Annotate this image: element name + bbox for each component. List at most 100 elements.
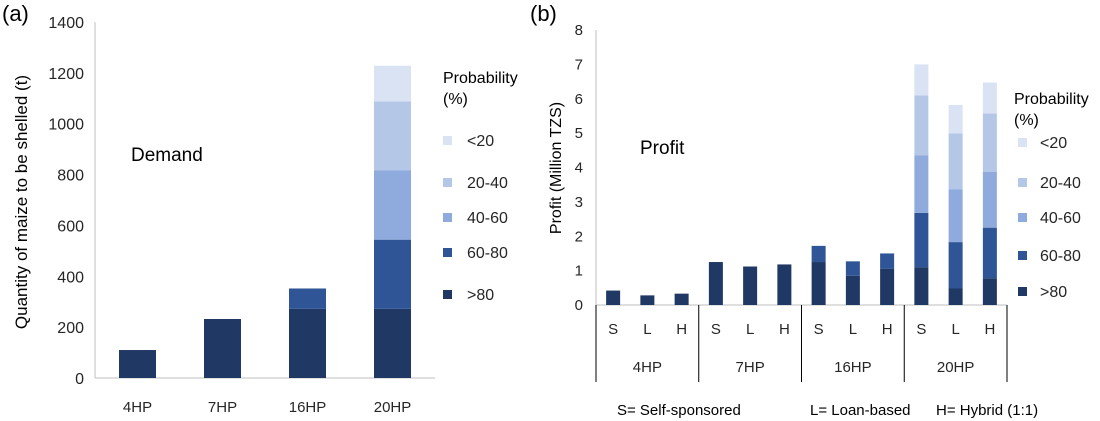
panel-b-legend-swatch [1018,138,1027,147]
panel-b-bar-segment [982,82,997,114]
panel-b-bar-segment [777,264,792,305]
panel-b-bar-segment [948,104,963,134]
panel-a-bar-segment [289,308,326,378]
panel-b-x-sub-label: S [608,321,618,338]
panel-b-profit-chart: (b) Profit (Million TZS) Profit 0 1 2 3 4 5 6 7… [530,1,1089,419]
panel-b-x-sub-label: L [951,321,959,338]
panel-b-y-axis-title: Profit (Million TZS) [548,102,565,234]
panel-a-legend-swatch [443,178,452,187]
panel-a-bar-segment [374,308,411,378]
panel-a-label: (a) [2,1,29,26]
panel-a-y-tick-label: 200 [57,320,84,337]
panel-b-x-sub-label: H [779,321,790,338]
panel-b-x-sub-label: L [849,321,857,338]
panel-b-bar-segment [982,113,997,172]
panel-a-legend-title-line1: Probability [443,70,518,87]
panel-a-bar-segment [119,350,156,378]
panel-b-legend-entry-label: >80 [1040,284,1067,301]
panel-b-legend-title-line1: Probability [1014,91,1089,108]
panel-a-legend-swatch [443,248,452,257]
panel-b-x-group-label: 7HP [736,359,765,376]
panel-b-bar-segment [914,155,929,213]
panel-b-y-tick-label: 5 [575,125,583,142]
panel-a-y-tick-label: 1000 [48,117,84,134]
panel-b-legend-swatch [1018,251,1027,260]
panel-b-label: (b) [530,1,557,26]
panel-b-legend-title-line2: (%) [1014,112,1039,129]
panel-a-bar-segment [289,288,326,309]
panel-a-bar-segment [374,239,411,309]
panel-b-legend-swatch [1018,287,1027,296]
panel-b-bar-segment [845,261,860,276]
panel-a-y-tick-label: 600 [57,218,84,235]
panel-b-y-tick-label: 1 [575,263,583,280]
panel-b-bar-segment [845,275,860,305]
panel-b-x-tick-labels: S L H 4HP S L H 7HP S L H 16HP S L H 20HP [608,321,995,376]
panel-b-bars [606,64,997,305]
panel-a-x-tick-labels: 4HP 7HP 16HP 20HP [123,399,411,416]
panel-b-x-sub-label: S [916,321,926,338]
panel-b-bar-segment [948,189,963,243]
panel-a-legend-swatch [443,290,452,299]
footnote-hybrid: H= Hybrid (1:1) [936,402,1038,419]
panel-b-y-tick-label: 7 [575,56,583,73]
panel-a-y-tick-labels: 0 200 400 600 800 1000 1200 1400 [48,15,84,388]
panel-b-bar-segment [811,245,826,263]
panel-a-legend-entry-label: <20 [467,133,494,150]
panel-b-y-tick-label: 3 [575,194,583,211]
panel-b-bar-segment [743,266,758,305]
panel-b-annotation-profit: Profit [640,138,685,159]
panel-b-axes [595,30,1008,382]
panel-b-bar-segment [674,293,689,305]
panel-a-legend: Probability (%) <20 20-40 40-60 60-80 >80 [443,70,518,304]
panel-b-footnotes: S= Self-sponsored L= Loan-based H= Hybri… [617,402,1038,419]
footnote-self-sponsored: S= Self-sponsored [617,402,741,419]
panel-a-bar-segment [374,101,411,171]
panel-b-legend-swatch [1018,178,1027,187]
panel-b-bar-segment [948,133,963,190]
panel-b-bar-segment [914,95,929,156]
panel-b-bar-segment [880,253,895,269]
panel-a-legend-entry-label: 60-80 [467,245,508,262]
panel-b-bar-segment [708,262,723,305]
panel-b-bar-segment [948,242,963,289]
panel-b-legend-swatch [1018,213,1027,222]
panel-a-bar-segment [204,319,241,378]
panel-a-demand-chart: (a) Quantity of maize to be shelled (t) … [2,1,518,416]
panel-b-x-sub-label: S [711,321,721,338]
panel-a-legend-title-line2: (%) [443,91,468,108]
panel-a-y-tick-label: 400 [57,269,84,286]
panel-b-y-tick-label: 6 [575,91,583,108]
panel-b-x-group-label: 4HP [633,359,662,376]
panel-a-legend-entry-label: >80 [467,287,494,304]
footnote-loan-based: L= Loan-based [810,402,911,419]
panel-b-x-sub-label: S [814,321,824,338]
panel-a-x-tick-label: 16HP [289,399,327,416]
panel-a-x-tick-label: 7HP [208,399,237,416]
panel-a-x-tick-label: 4HP [123,399,152,416]
panel-b-bar-segment [982,227,997,279]
panel-a-y-tick-label: 1200 [48,66,84,83]
panel-b-y-tick-label: 2 [575,228,583,245]
panel-a-legend-swatch [443,213,452,222]
panel-b-legend: Probability (%) <20 20-40 40-60 60-80 >80 [1014,91,1089,301]
panel-b-y-tick-label: 4 [575,160,583,177]
panel-a-legend-swatch [443,136,452,145]
panel-b-x-sub-label: L [643,321,651,338]
panel-b-bar-segment [914,64,929,96]
panel-a-bar-segment [374,170,411,240]
panel-b-bar-segment [640,295,655,305]
panel-a-y-tick-label: 1400 [48,15,84,32]
panel-b-legend-entry-label: <20 [1040,135,1067,152]
panel-a-legend-entry-label: 40-60 [467,210,508,227]
panel-b-bar-segment [811,262,826,305]
panel-b-bar-segment [880,268,895,305]
panel-a-annotation-demand: Demand [131,145,203,166]
panel-a-y-tick-label: 0 [75,371,84,388]
panel-b-bar-segment [914,212,929,268]
panel-b-x-group-label: 20HP [937,359,975,376]
panel-a-bar-segment [374,65,411,102]
panel-b-bar-segment [982,278,997,305]
panel-b-bar-segment [606,290,621,305]
